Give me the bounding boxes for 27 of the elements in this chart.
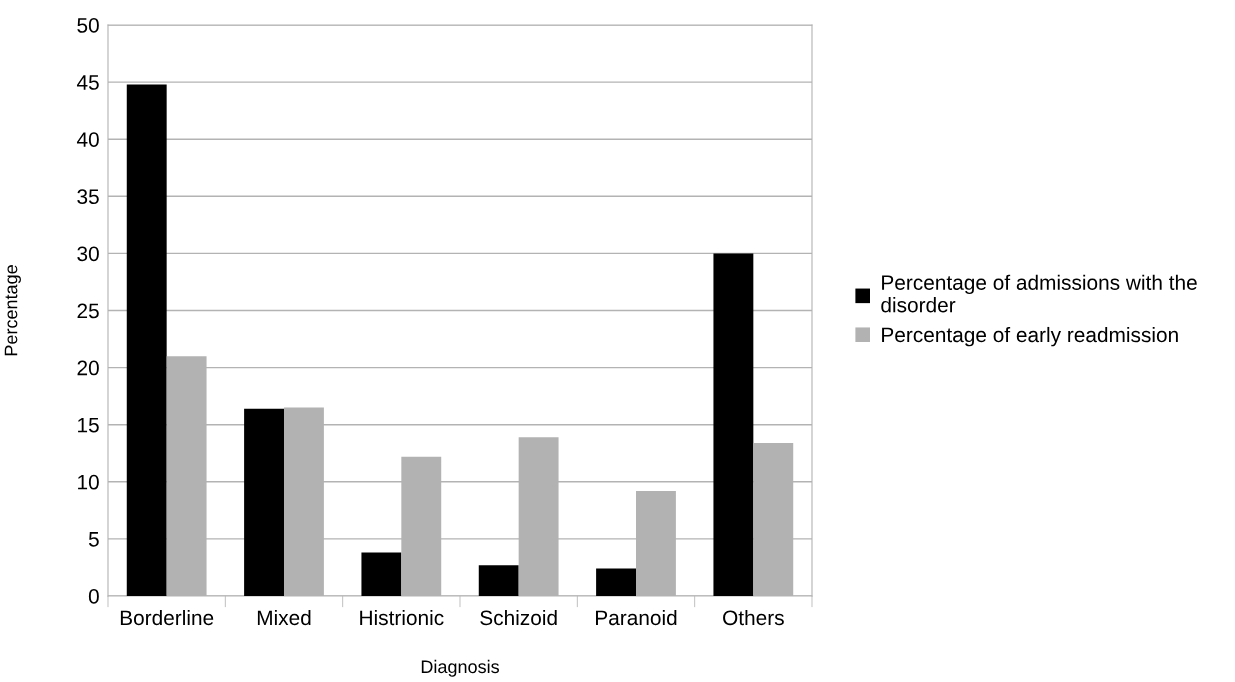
bar xyxy=(713,253,754,596)
bar xyxy=(361,552,402,596)
bar xyxy=(244,408,284,596)
y-tick-label: 50 xyxy=(77,18,99,33)
y-tick-label: 0 xyxy=(88,589,99,604)
x-tick-label: Others xyxy=(723,609,784,626)
y-tick-label: 30 xyxy=(77,246,99,262)
y-tick-label: 25 xyxy=(77,303,99,319)
y-tick-label: 20 xyxy=(77,360,99,376)
x-tick-label: Borderline xyxy=(120,609,214,626)
legend-label: Percentage of admissions with the disorder xyxy=(881,274,1197,313)
bar xyxy=(478,565,519,596)
bar xyxy=(596,568,636,596)
y-tick-label: 15 xyxy=(78,417,99,433)
legend-label: Percentage of early readmission xyxy=(882,326,1178,347)
x-axis-title: Diagnosis xyxy=(421,659,499,677)
x-tick-label: Histrionic xyxy=(360,609,444,626)
y-axis-title: Percentage xyxy=(4,265,21,356)
bar xyxy=(126,84,167,596)
x-tick-label: Mixed xyxy=(257,609,311,626)
y-tick-label: 5 xyxy=(88,532,99,547)
y-tick-label: 35 xyxy=(77,189,99,205)
x-tick-label: Paranoid xyxy=(596,609,677,626)
y-tick-label: 45 xyxy=(76,75,99,90)
x-tick-label: Schizoid xyxy=(480,609,557,626)
y-tick-label: 10 xyxy=(78,474,99,490)
y-tick-label: 40 xyxy=(76,132,99,147)
